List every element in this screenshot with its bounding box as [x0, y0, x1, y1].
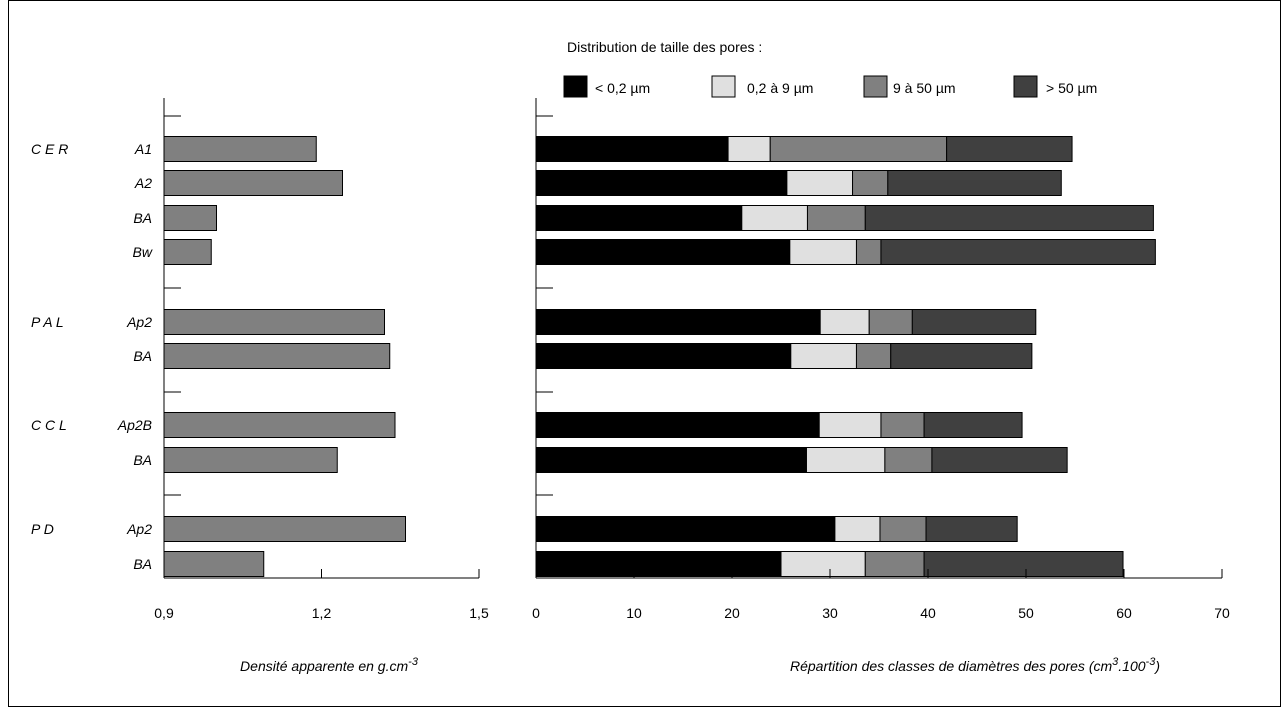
- horizon-label: A2: [134, 175, 152, 191]
- pore-bar-segment: [535, 516, 836, 542]
- horizon-label: BA: [133, 556, 152, 572]
- pore-bar-segment: [806, 205, 866, 231]
- pore-bar-segment: [769, 136, 948, 162]
- legend-swatch-2: [711, 75, 736, 98]
- pore-tick-label: 50: [1018, 605, 1034, 621]
- pore-bar-segment: [868, 309, 913, 335]
- density-bar: [163, 412, 396, 438]
- pore-bar-segment: [923, 412, 1023, 438]
- density-bar: [163, 551, 265, 577]
- density-bar: [163, 447, 338, 473]
- horizon-label: Ap2: [126, 521, 152, 537]
- pore-tick-label: 0: [532, 605, 540, 621]
- pore-tick-label: 60: [1116, 605, 1132, 621]
- horizon-label: BA: [133, 452, 152, 468]
- figure-frame: Distribution de taille des pores : < 0,2…: [8, 0, 1281, 707]
- pore-tick-label: 10: [626, 605, 642, 621]
- pore-bar-segment: [535, 412, 820, 438]
- pore-bar-segment: [946, 136, 1073, 162]
- pore-tick-label: 20: [724, 605, 740, 621]
- pore-bar-segment: [925, 516, 1018, 542]
- pore-bar-segment: [923, 551, 1124, 577]
- density-bar: [163, 136, 317, 162]
- pore-bar-segment: [535, 170, 788, 196]
- pore-bar-segment: [818, 412, 882, 438]
- pore-bar-segment: [884, 447, 933, 473]
- pore-axis-title-sup1: 3: [1112, 656, 1119, 668]
- pore-bar-segment: [864, 551, 925, 577]
- pore-bar-segment: [535, 205, 743, 231]
- pore-bar-segment: [880, 239, 1156, 265]
- density-tick-label: 1,2: [312, 605, 332, 621]
- pore-tick-label: 70: [1214, 605, 1230, 621]
- pore-tick-label: 30: [822, 605, 838, 621]
- pore-axis-title-end: ): [1153, 658, 1160, 674]
- pore-bar-segment: [535, 343, 792, 369]
- legend-label-4: > 50 µm: [1046, 80, 1097, 96]
- pore-bar-segment: [780, 551, 866, 577]
- horizon-label: Bw: [133, 244, 153, 260]
- legend-label-1: < 0,2 µm: [595, 80, 650, 96]
- pore-bar-segment: [855, 343, 892, 369]
- pore-bar-segment: [864, 205, 1154, 231]
- pore-bar-segment: [805, 447, 886, 473]
- pore-bar-segment: [911, 309, 1037, 335]
- horizon-label: Ap2B: [117, 417, 152, 433]
- pore-bar-segment: [819, 309, 870, 335]
- pore-tick-label: 40: [920, 605, 936, 621]
- site-label: P A L: [31, 314, 64, 330]
- density-axis-title-text: Densité apparente en g.cm: [240, 658, 408, 674]
- pore-bar-segment: [790, 343, 857, 369]
- pore-bar-segment: [852, 170, 889, 196]
- legend-swatch-3: [863, 75, 888, 98]
- pore-bar-segment: [879, 516, 927, 542]
- density-bar: [163, 170, 343, 196]
- pore-axis-title-sup2: -3: [1146, 656, 1157, 668]
- density-tick-label: 1,5: [469, 605, 489, 621]
- pore-axis-title-mid: .100: [1118, 658, 1145, 674]
- site-label: C C L: [31, 417, 67, 433]
- pore-axis-title-text: Répartition des classes de diamètres des…: [790, 658, 1112, 674]
- horizon-label: BA: [133, 348, 152, 364]
- pore-axis-title: Répartition des classes de diamètres des…: [790, 656, 1160, 674]
- pore-bar-segment: [855, 239, 882, 265]
- density-chart: A1 C E R A2 BA Bw Ap2 P A L BA Ap2B C C L BA Ap2 P D…: [31, 98, 489, 674]
- pore-bar-segment: [890, 343, 1033, 369]
- density-bar: [163, 205, 217, 231]
- density-bar: [163, 343, 391, 369]
- pore-bar-segment: [931, 447, 1068, 473]
- pore-bar-segment: [880, 412, 925, 438]
- density-tick-label: 0,9: [154, 605, 174, 621]
- horizon-label: BA: [133, 210, 152, 226]
- pore-bar-segment: [535, 309, 821, 335]
- pore-bar-segment: [834, 516, 881, 542]
- site-label: C E R: [31, 141, 68, 157]
- legend-label-3: 9 à 50 µm: [893, 80, 956, 96]
- legend: < 0,2 µm 0,2 à 9 µm 9 à 50 µm > 50 µm: [563, 75, 1097, 98]
- legend-swatch-1: [563, 75, 588, 98]
- pore-bar-segment: [727, 136, 771, 162]
- pore-bar-segment: [887, 170, 1062, 196]
- pore-distribution-chart: 0 10 20 30 40 50 60 70 Répartition des classes …: [532, 98, 1230, 674]
- pore-bar-segment: [741, 205, 808, 231]
- horizon-label: A1: [134, 141, 152, 157]
- pore-bar-segment: [535, 447, 807, 473]
- pore-bar-segment: [535, 136, 729, 162]
- chart-canvas: Distribution de taille des pores : < 0,2…: [31, 39, 1230, 674]
- density-bar: [163, 309, 385, 335]
- density-axis-title: Densité apparente en g.cm-3: [240, 656, 419, 674]
- pore-bar-segment: [789, 239, 857, 265]
- pore-bar-segment: [535, 551, 782, 577]
- density-bar: [163, 239, 212, 265]
- legend-title: Distribution de taille des pores :: [567, 39, 762, 55]
- pore-bar-segment: [786, 170, 854, 196]
- legend-label-2: 0,2 à 9 µm: [747, 80, 813, 96]
- density-axis-title-sup: -3: [408, 656, 419, 668]
- horizon-label: Ap2: [126, 314, 152, 330]
- pore-bar-segment: [535, 239, 791, 265]
- legend-swatch-4: [1013, 75, 1038, 98]
- density-bar: [163, 516, 406, 542]
- site-label: P D: [31, 521, 54, 537]
